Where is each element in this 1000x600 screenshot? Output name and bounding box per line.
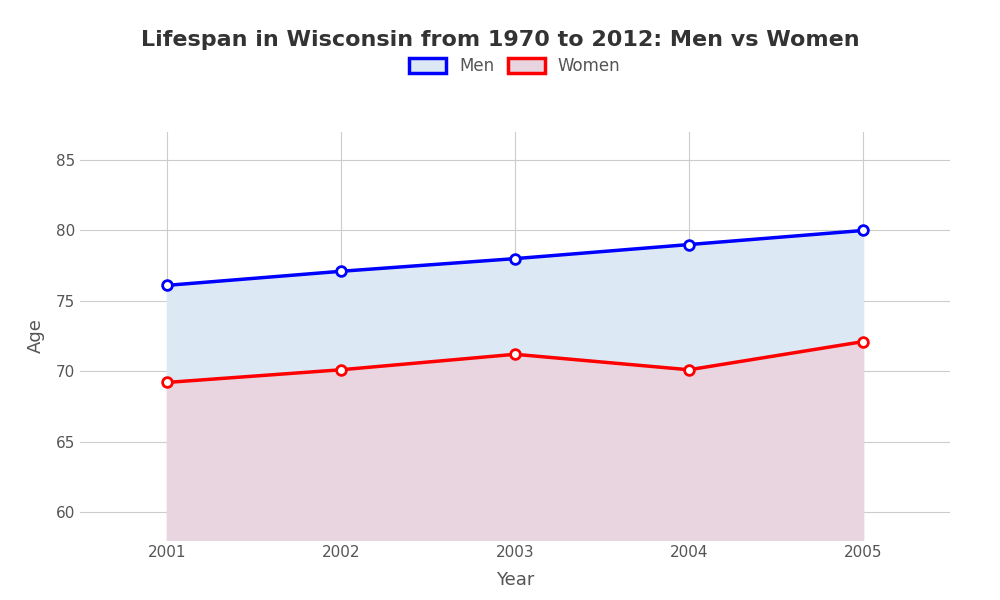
X-axis label: Year: Year	[496, 571, 534, 589]
Text: Lifespan in Wisconsin from 1970 to 2012: Men vs Women: Lifespan in Wisconsin from 1970 to 2012:…	[141, 30, 859, 50]
Y-axis label: Age: Age	[27, 319, 45, 353]
Legend: Men, Women: Men, Women	[403, 50, 627, 82]
